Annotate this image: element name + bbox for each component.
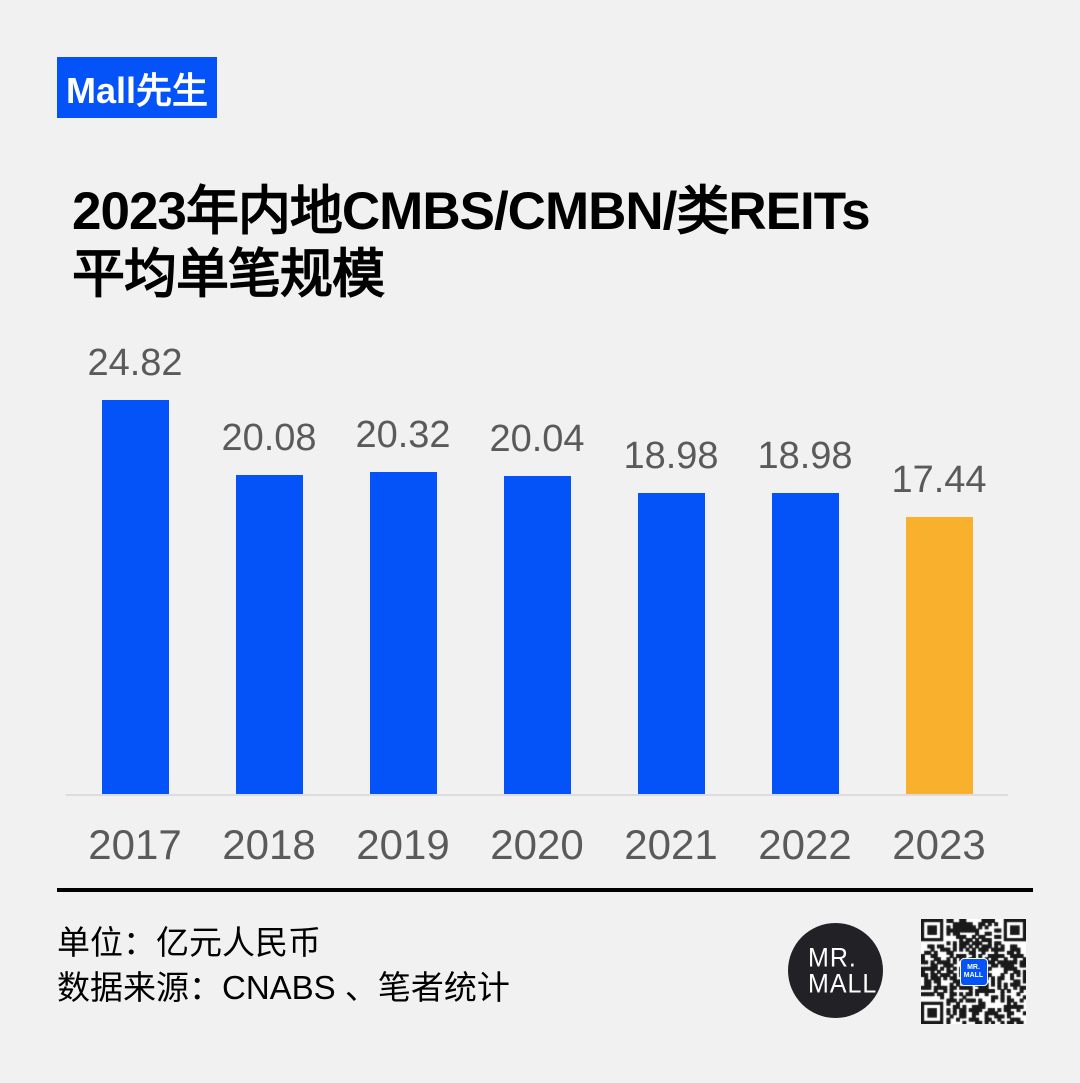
bar-2022 — [771, 493, 839, 794]
brand-badge: Mall先生 — [57, 57, 217, 118]
bar-value-label: 20.08 — [221, 417, 317, 459]
logo-text-line2: MALL — [808, 968, 878, 999]
chart-title: 2023年内地CMBS/CMBN/类REITs 平均单笔规模 — [72, 180, 871, 306]
bar-2019 — [369, 472, 437, 794]
bar-2023 — [905, 517, 973, 794]
bar-value-label: 18.98 — [623, 435, 719, 477]
x-axis-label: 2018 — [222, 821, 316, 868]
x-axis-label: 2019 — [356, 821, 450, 868]
bar-value-label: 24.82 — [87, 342, 183, 384]
qr-center-logo: MR. MALL — [959, 957, 988, 986]
source-note: 数据来源：CNABS 、笔者统计 — [57, 969, 510, 1006]
bar-value-label: 17.44 — [891, 459, 987, 501]
bar-2020 — [503, 476, 571, 794]
x-axis-label: 2022 — [758, 821, 852, 868]
bar-value-label: 18.98 — [757, 435, 853, 477]
x-axis-label: 2020 — [490, 821, 584, 868]
bar-2021 — [637, 493, 705, 794]
qr-center-line2: MALL — [963, 971, 984, 979]
chart-title-line1: 2023年内地CMBS/CMBN/类REITs — [72, 182, 871, 241]
qr-code: MR. MALL — [921, 919, 1026, 1024]
qr-center-line1: MR. — [967, 964, 980, 971]
bar-value-label: 20.04 — [489, 418, 585, 460]
x-axis-label: 2021 — [624, 821, 718, 868]
x-axis-label: 2023 — [892, 821, 986, 868]
chart-title-line2: 平均单笔规模 — [72, 245, 385, 304]
x-axis-line — [66, 794, 1008, 796]
footer-divider — [57, 888, 1033, 892]
unit-note: 单位：亿元人民币 — [57, 924, 321, 961]
bar-2017 — [101, 400, 169, 794]
x-axis-label: 2017 — [88, 821, 182, 868]
footer-notes: 单位：亿元人民币 数据来源：CNABS 、笔者统计 — [57, 920, 510, 1010]
bar-value-label: 20.32 — [355, 414, 451, 456]
bar-2018 — [235, 475, 303, 794]
brand-badge-label: Mall先生 — [65, 69, 208, 111]
logo-text-line1: MR. — [808, 942, 857, 973]
mr-mall-logo: MR. MALL — [788, 923, 883, 1018]
